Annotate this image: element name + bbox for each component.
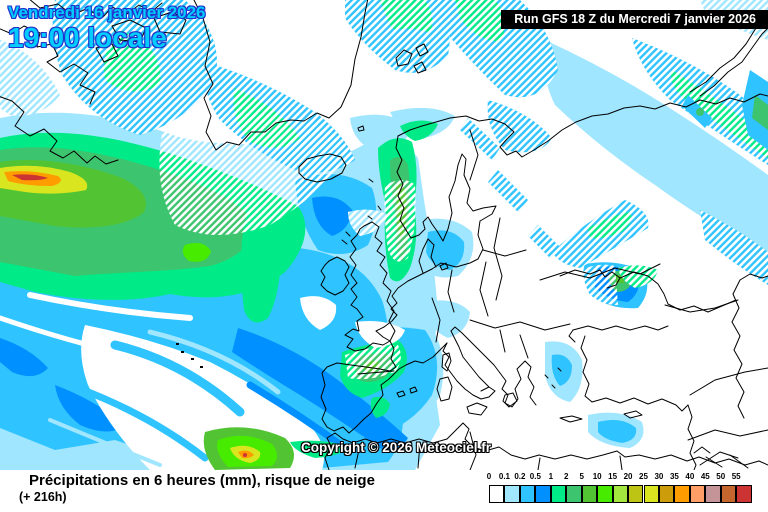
legend-value: 25: [639, 472, 648, 481]
legend-swatch: [643, 485, 659, 503]
legend-swatch: [674, 485, 690, 503]
legend-value: 35: [669, 472, 679, 481]
legend-value: 5: [579, 472, 584, 481]
legend-swatch: [628, 485, 644, 503]
legend-swatch: [504, 485, 520, 503]
legend-swatch: [581, 485, 598, 503]
copyright-watermark: Copyright © 2026 Meteociel.fr: [301, 440, 491, 455]
caption-title: Précipitations en 6 heures (mm), risque …: [29, 472, 375, 489]
legend-swatch: [720, 485, 737, 503]
legend: 0 0.1 0.2 0.5 1 2 5 10 15 20 25 30 35 40 45 50 55: [486, 472, 759, 510]
legend-swatch: [736, 485, 752, 503]
legend-swatch: [705, 485, 721, 503]
legend-value: 15: [608, 472, 618, 481]
legend-swatch: [597, 485, 613, 503]
legend-swatch: [489, 485, 505, 503]
legend-value: 50: [716, 472, 726, 481]
valid-date: Vendredi 16 janvier 2026: [8, 3, 206, 22]
valid-date-overlay: Vendredi 16 janvier 2026 19:00 locale: [8, 3, 206, 53]
legend-swatch: [566, 485, 582, 503]
legend-value: 0: [486, 472, 492, 481]
model-run-info: Run GFS 18 Z du Mercredi 7 janvier 2026: [501, 10, 768, 29]
precipitation-fields: [0, 40, 768, 470]
legend-value: 2: [564, 472, 569, 481]
coastlines: [0, 0, 768, 470]
legend-swatch: [550, 485, 567, 503]
precipitation-map-canvas: [0, 0, 768, 470]
azores-islands: [176, 343, 203, 368]
legend-value: 0.1: [498, 472, 510, 481]
legend-value: 10: [592, 472, 602, 481]
legend-swatch: [658, 485, 675, 503]
legend-value: 1: [548, 472, 554, 481]
legend-value: 0.5: [529, 472, 541, 481]
legend-value: 0.2: [514, 472, 526, 481]
legend-swatch: [519, 485, 536, 503]
valid-time: 19:00 locale: [8, 21, 167, 53]
caption-forecast-hour: (+ 216h): [19, 490, 67, 504]
legend-value: 20: [623, 472, 633, 481]
legend-value: 30: [654, 472, 664, 481]
legend-swatch: [535, 485, 551, 503]
legend-value: 55: [731, 472, 741, 481]
legend-value: 40: [685, 472, 695, 481]
map-area: Vendredi 16 janvier 2026 19:00 locale Ru…: [0, 0, 768, 470]
caption-bar: Précipitations en 6 heures (mm), risque …: [0, 470, 768, 512]
legend-swatch: [612, 485, 629, 503]
legend-swatch: [689, 485, 706, 503]
legend-value: 45: [700, 472, 710, 481]
